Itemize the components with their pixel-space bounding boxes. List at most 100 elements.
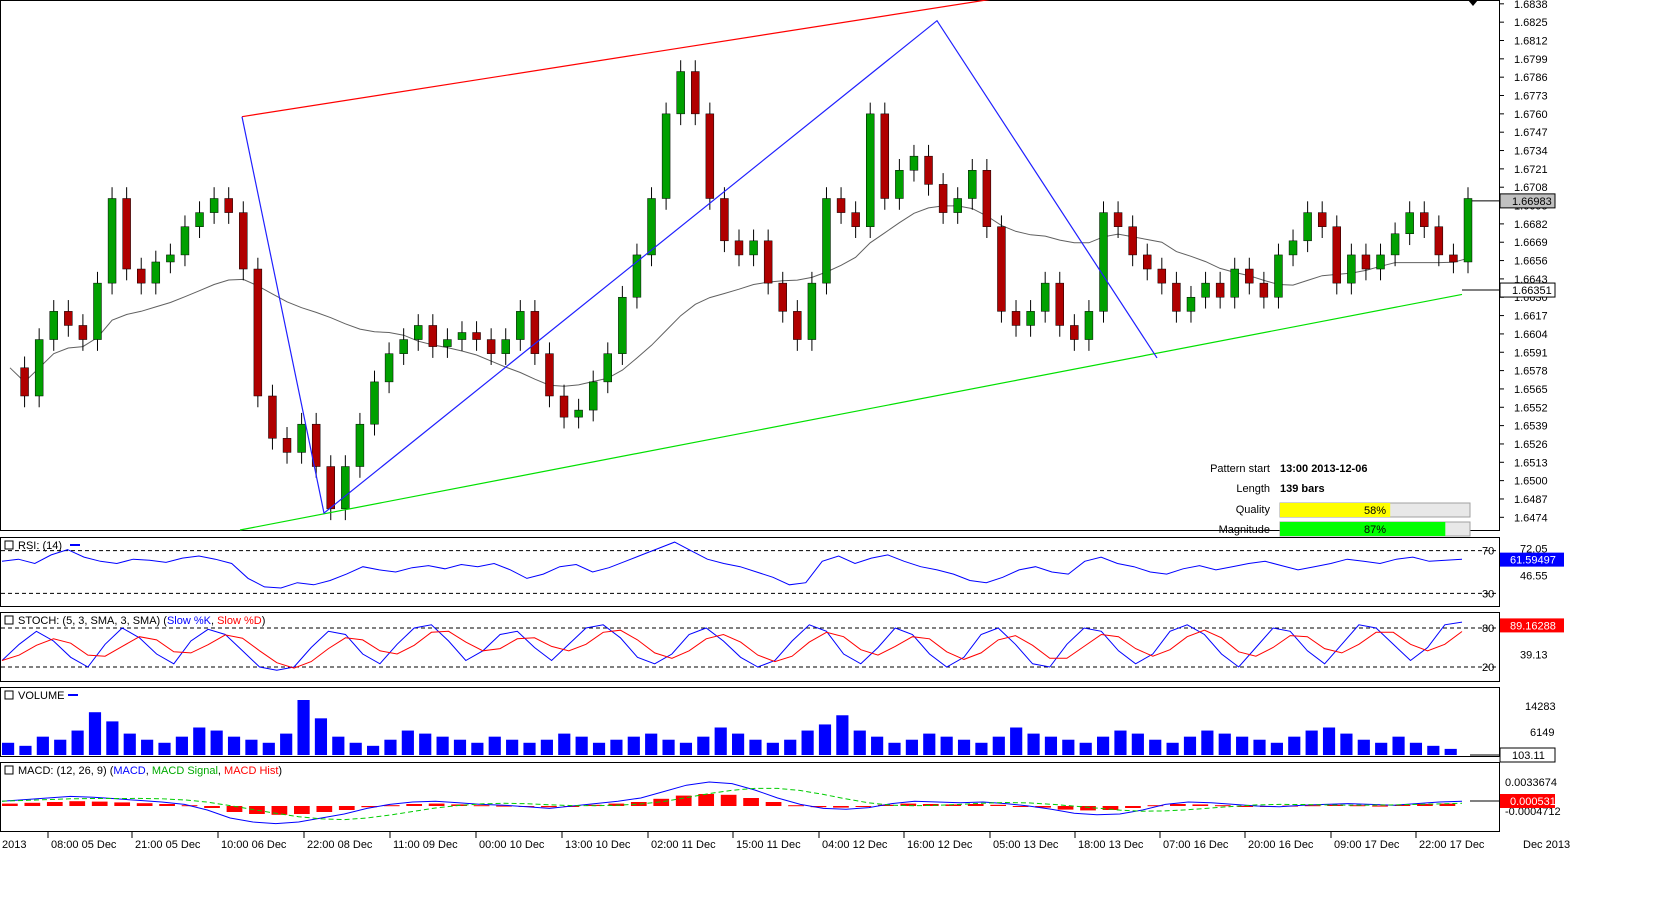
macd-hist-bar [810,806,827,808]
candle-body [195,212,204,227]
macd-hist-bar [204,806,220,808]
candle-body [78,325,88,340]
macd-hist-bar [1147,805,1164,807]
volume-bar [210,730,223,755]
macd-current-label: 0.000531 [1510,796,1556,808]
volume-bar [1236,736,1249,755]
rsi-plot: 70 30 72.05 46.55 61.59497 [1,541,1564,600]
rsi-tick-label: 46.55 [1520,571,1548,583]
candle-body [224,198,233,213]
volume-bar [784,739,797,755]
volume-bar [1044,736,1058,755]
volume-bar [1270,742,1283,755]
ma-value-badge [1499,282,1556,298]
candle-body [1230,268,1239,298]
price-tick-label: 1.6799 [1514,54,1548,66]
volume-bar [923,733,936,755]
candle-body [472,332,481,340]
stoch-tick-label: 39.13 [1520,650,1548,662]
volume-bar [401,730,414,755]
candle-body [880,113,890,199]
time-tick-label: 21:00 05 Dec [135,839,201,851]
price-tick-label: 1.6552 [1514,402,1548,414]
magnitude-value: 87% [1364,524,1386,536]
candle-body [1099,212,1108,312]
volume-bar [175,736,188,755]
candle-body [647,198,656,256]
macd-hist-bar [316,806,333,812]
rsi-title: RSI: (14) [4,540,80,552]
rsi-current-badge [1500,552,1564,567]
length-label: Length [1236,483,1270,495]
candle-body [691,71,700,115]
close-stoch-icon[interactable] [4,615,14,625]
volume-bar [592,742,606,755]
macd-tick-label: -0.0004712 [1505,806,1561,818]
rsi-panel[interactable] [0,537,1500,607]
svg-text:STOCH: (5, 3, SMA, 3, SMA) (Sl: STOCH: (5, 3, SMA, 3, SMA) (Slow %K, Slo… [18,615,265,627]
volume-bar [193,727,206,755]
candle-body [1172,282,1181,312]
volume-bar [801,730,814,755]
close-volume-icon[interactable] [4,690,14,700]
volume-bar [280,733,293,755]
scroll-marker-icon[interactable] [1468,0,1478,6]
price-plot [9,0,1473,531]
pattern-info-box: Pattern start 13:00 2013-12-06 Length 13… [1210,463,1471,537]
price-tick-label: 1.6474 [1514,512,1548,524]
volume-bar [1444,748,1457,755]
candle-body [661,113,671,199]
volume-bar [940,736,953,755]
volume-bar [1010,727,1023,755]
candle-body [1347,254,1356,284]
price-tick-label: 1.6708 [1514,182,1548,194]
volume-current-label: 103.11 [1512,750,1545,762]
candle-body [399,339,408,354]
volume-bar [905,739,918,755]
close-macd-icon[interactable] [4,765,14,775]
macd-hist-bar [69,801,86,806]
candle-body [443,339,452,347]
volume-bar [679,742,693,755]
macd-hist-bar [159,804,175,806]
close-rsi-icon[interactable] [4,540,14,550]
stoch-d-line [1,629,1463,669]
macd-hist-bar [1214,805,1231,807]
volume-bar [1375,742,1388,755]
time-tick-label: 11:00 09 Dec [393,839,458,851]
macd-hist-bar [1102,806,1119,810]
macd-hist-bar [675,795,692,806]
volume-bar [1392,736,1405,755]
pattern-start-label: Pattern start [1210,463,1270,475]
stoch-panel[interactable] [0,612,1500,682]
candle-body [1186,296,1196,312]
price-tick-label: 1.6838 [1514,0,1548,11]
candle-body [209,198,219,213]
candle-body [326,466,335,510]
price-tick-label: 1.6669 [1514,237,1548,249]
candle-body [1434,226,1444,256]
candle-body [822,198,831,284]
stoch-k-line [1,621,1463,671]
volume-bar [453,739,467,755]
macd-hist-bar [1237,806,1254,807]
candle-body [1070,325,1079,340]
candle-body [866,113,875,227]
price-tick-label: 1.6578 [1514,366,1548,378]
price-tick-label: 1.6656 [1514,256,1548,268]
macd-hist-bar [428,803,445,806]
candle-body [501,339,510,354]
macd-hist-bar [1080,806,1096,811]
candle-body [428,325,438,347]
time-tick-label: 04:00 12 Dec [822,839,888,851]
current-price-label: 1.66983 [1512,196,1552,208]
candle-body [64,311,73,326]
volume-bar [1201,730,1214,755]
macd-hist-bar [91,801,108,806]
macd-panel[interactable] [0,762,1500,832]
time-tick-label: 10:00 06 Dec [221,839,287,851]
candle-body [282,438,292,453]
macd-hist-bar [698,794,715,806]
volume-bar [1357,739,1370,755]
